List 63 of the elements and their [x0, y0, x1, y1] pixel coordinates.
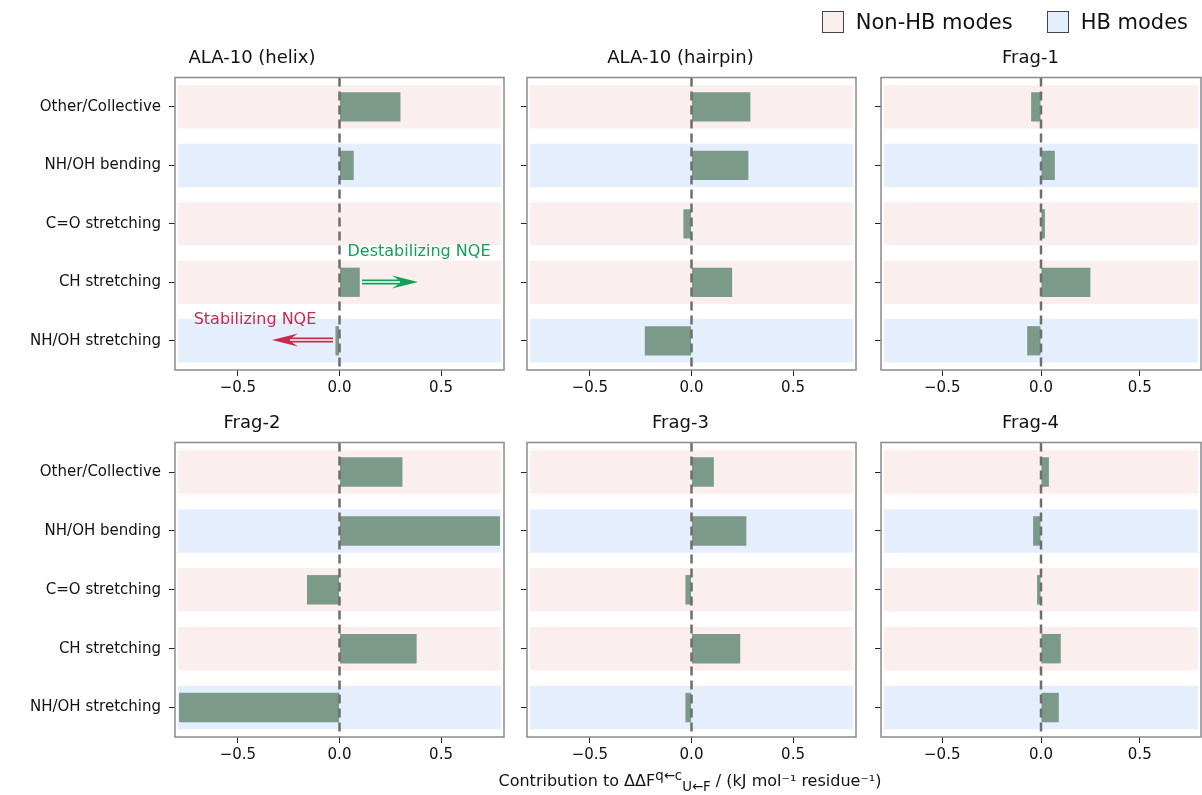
y-tick-label: Other/Collective [39, 461, 161, 480]
bar [340, 457, 403, 487]
bar [692, 92, 751, 122]
bar [692, 267, 733, 297]
x-tick-label: −0.5 [924, 377, 961, 396]
y-tick-label: CH stretching [58, 272, 161, 291]
annotation: Destabilizing NQE [347, 240, 491, 260]
bar [692, 516, 747, 546]
x-tick-label: 0.5 [781, 744, 805, 763]
y-tick-label: C=O stretching [45, 579, 161, 598]
y-tick-label: NH/OH stretching [29, 330, 161, 349]
bar [340, 633, 417, 664]
x-tick-label: −0.5 [219, 377, 257, 396]
bar [1041, 457, 1049, 487]
y-tick-label: Other/Collective [39, 96, 161, 115]
x-tick-label: −0.5 [219, 744, 257, 763]
y-tick-label: NH/OH bending [44, 520, 161, 539]
bar [683, 209, 691, 239]
chart-title: Frag-1 [1002, 46, 1059, 68]
x-tick-label: 0.0 [679, 377, 704, 396]
bar [1031, 92, 1041, 122]
x-tick-label: 0.5 [1127, 744, 1152, 763]
x-tick-label: −0.5 [571, 744, 609, 763]
bar [340, 267, 360, 297]
bar [692, 633, 741, 664]
x-tick-label: 0.0 [327, 744, 352, 763]
x-tick-label: 0.5 [429, 377, 453, 396]
bar [1027, 326, 1041, 356]
x-tick-label: 0.0 [679, 744, 704, 763]
x-tick-label: 0.0 [1029, 377, 1053, 396]
bar [1033, 516, 1041, 546]
bar [644, 326, 691, 356]
bar [307, 575, 339, 605]
x-tick-label: 0.5 [1127, 377, 1152, 396]
bar [340, 92, 401, 122]
chart-title: Frag-3 [652, 411, 709, 433]
x-axis-title: Contribution to ΔΔF$^{q←c}$$_{U←F}$ / (kJ mol⁻¹ residue⁻¹) [497, 768, 883, 794]
bar [1041, 267, 1091, 297]
chart-title: ALA-10 (helix) [188, 46, 316, 68]
y-tick-label: C=O stretching [45, 213, 161, 232]
x-tick-label: 0.0 [1029, 744, 1053, 763]
bar [179, 692, 339, 723]
band-label: Non-HB modes [855, 10, 1013, 34]
x-tick-label: 0.5 [781, 377, 805, 396]
x-tick-label: −0.5 [571, 377, 609, 396]
bar [692, 457, 714, 487]
bar [340, 150, 354, 180]
bar [1041, 150, 1055, 180]
y-tick-label: CH stretching [58, 638, 161, 657]
x-tick-label: 0.0 [327, 377, 352, 396]
chart-title: Frag-2 [223, 411, 281, 433]
x-tick-label: −0.5 [924, 744, 961, 763]
bar [340, 516, 500, 546]
annotation: Stabilizing NQE [193, 308, 317, 328]
bar [1041, 633, 1061, 664]
legend-label: HB modes [1080, 10, 1188, 34]
bar [1041, 692, 1059, 723]
y-tick-label: NH/OH bending [44, 155, 161, 174]
chart-title: Frag-4 [1002, 411, 1059, 433]
y-tick-label: NH/OH stretching [29, 697, 161, 716]
x-tick-label: 0.5 [429, 744, 453, 763]
bar [692, 150, 749, 180]
chart-title: ALA-10 (hairpin) [607, 46, 754, 68]
